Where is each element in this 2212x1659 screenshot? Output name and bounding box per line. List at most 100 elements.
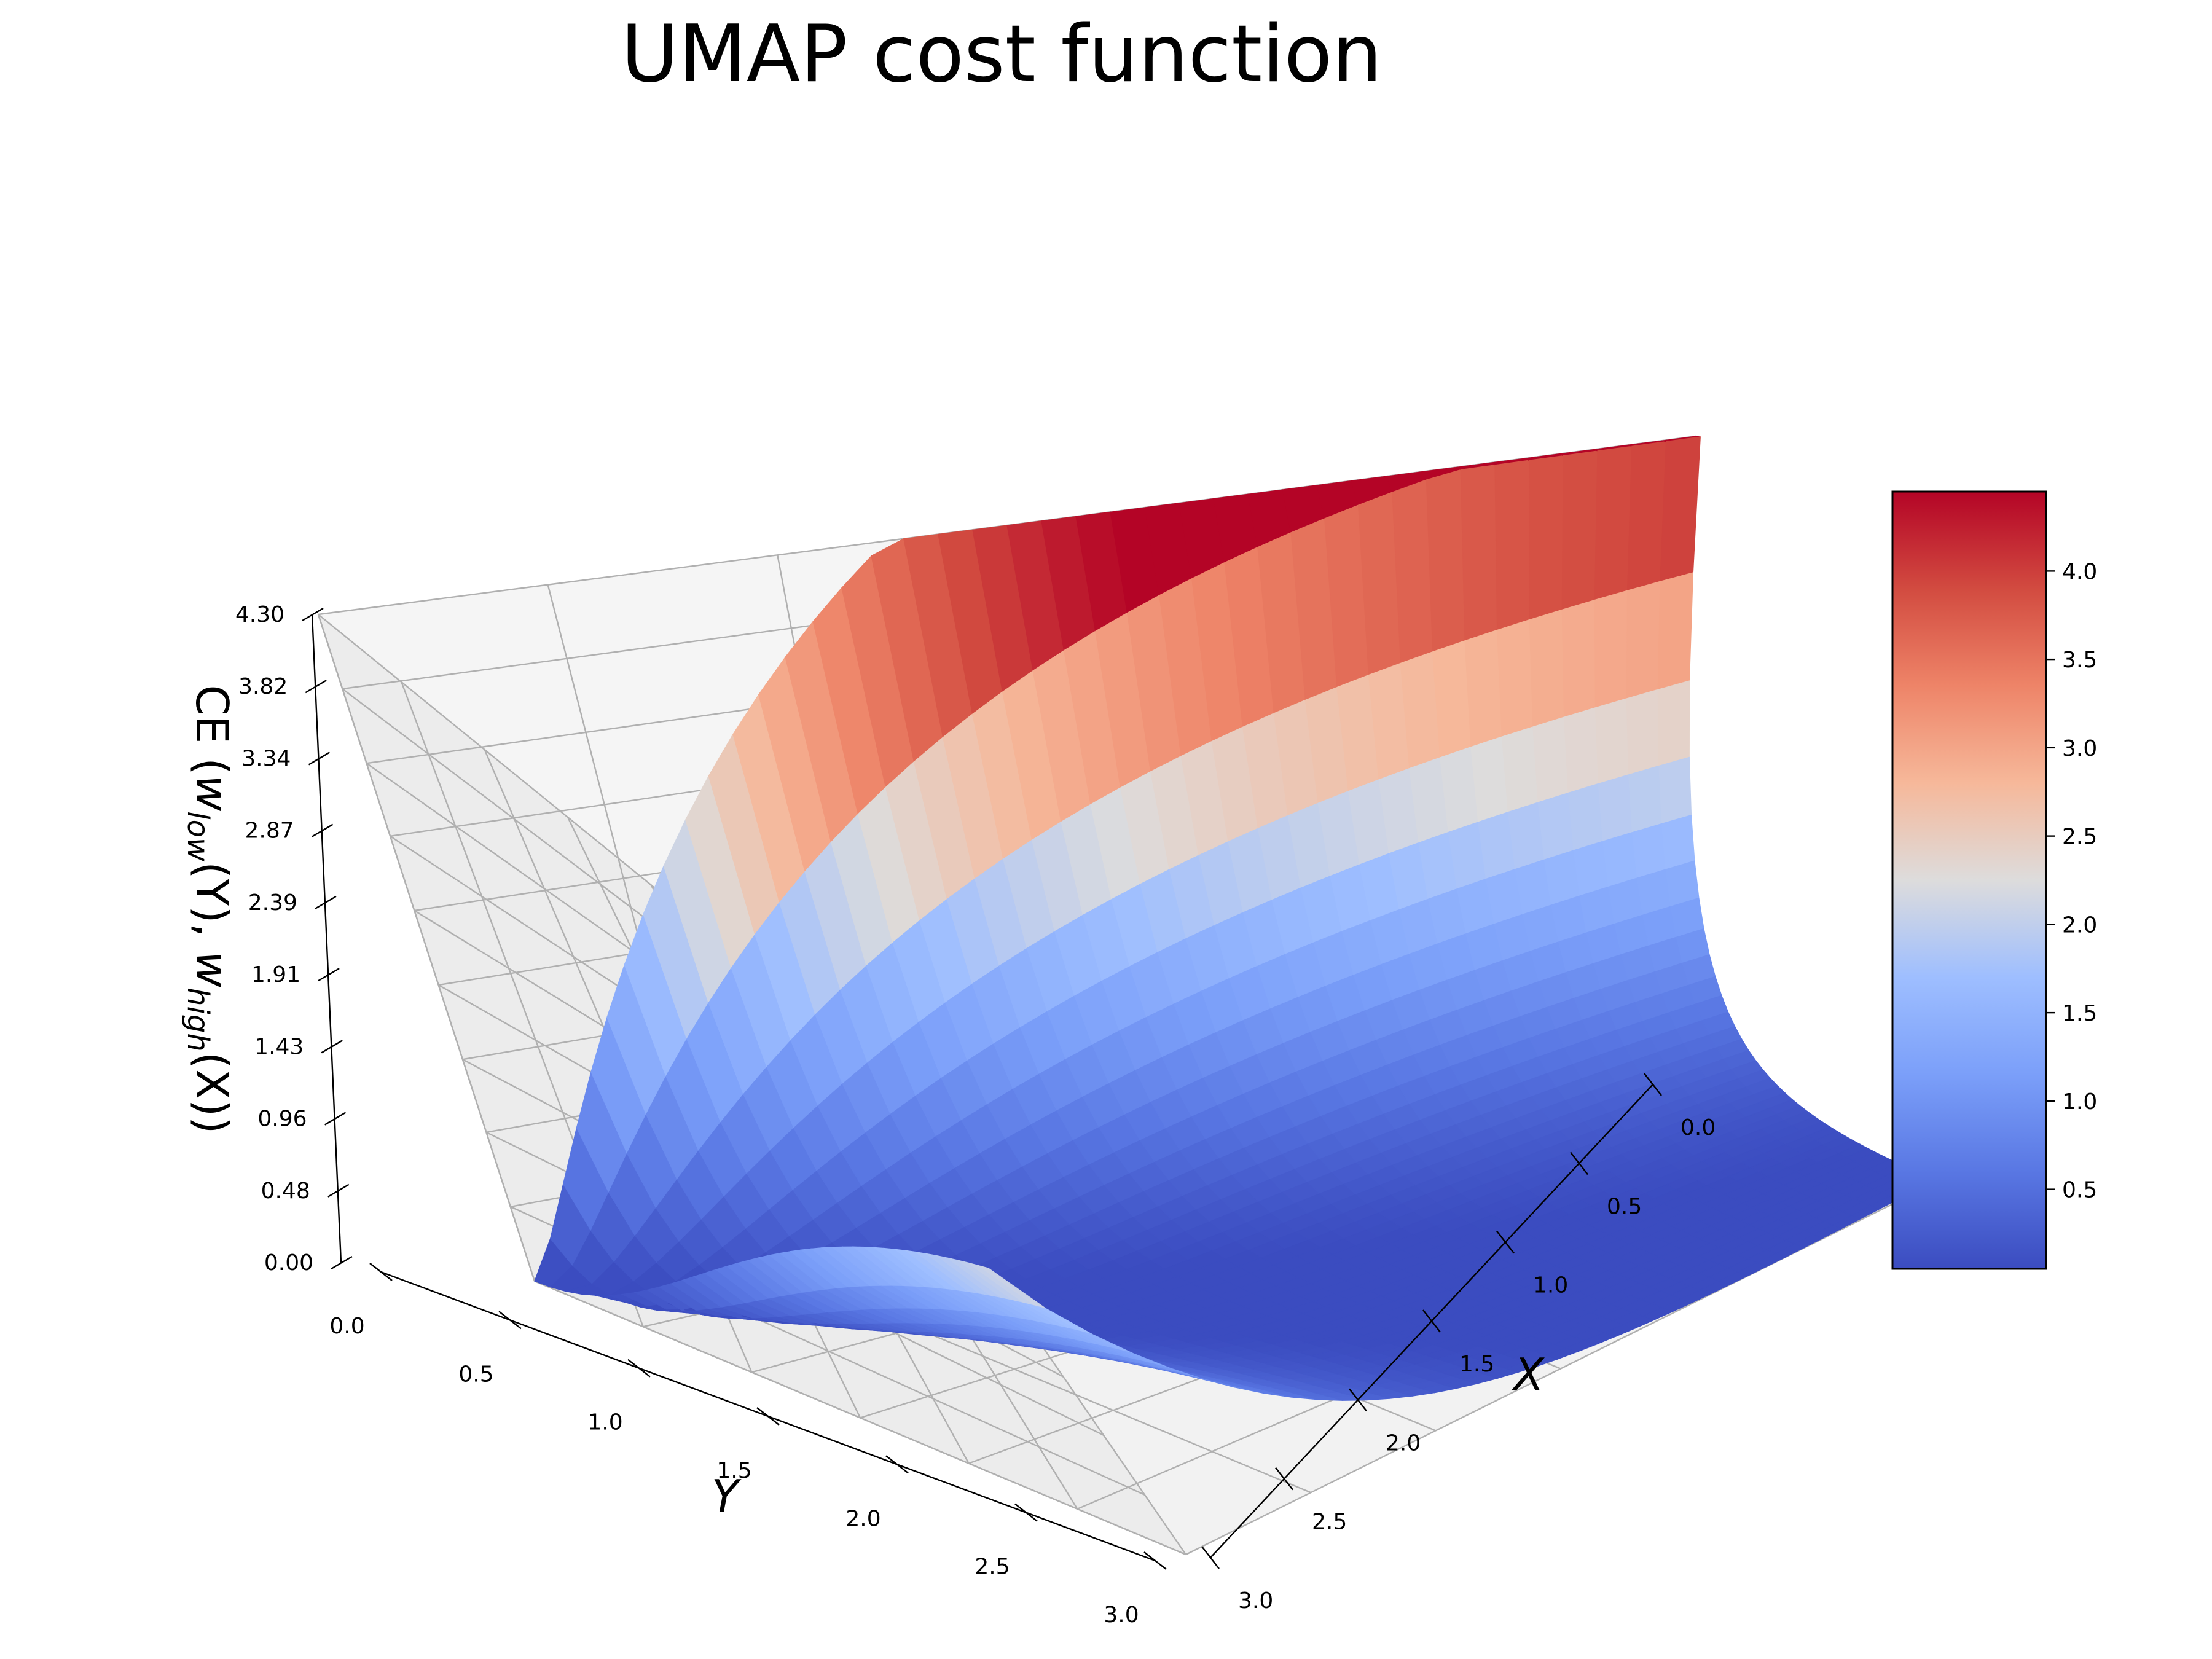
x-tick-label: 0.5 — [1607, 1194, 1642, 1219]
colorbar-tick-label: 1.0 — [2062, 1089, 2097, 1115]
colorbar-tick-label: 3.5 — [2062, 648, 2097, 673]
surface-facet — [1594, 590, 1628, 708]
surface-facet — [1464, 629, 1503, 748]
surface-facet — [1658, 756, 1692, 825]
surface-facet — [1494, 460, 1530, 631]
y-axis-tick — [1014, 1503, 1038, 1522]
surface-facet — [1626, 441, 1667, 591]
z-axis-line — [311, 614, 342, 1263]
z-axis-tick — [308, 751, 331, 766]
surface-facet — [1529, 609, 1565, 728]
surface-facet — [1602, 831, 1637, 888]
z-axis-tick — [312, 823, 334, 837]
surface-facet — [1660, 436, 1701, 582]
z-axis-tick — [305, 680, 327, 694]
y-axis-tick — [1143, 1551, 1167, 1570]
z-axis-label: CE (wlow(Y), whigh(X)) — [181, 685, 238, 1134]
surface-facet — [1594, 698, 1630, 785]
y-tick-label: 2.0 — [845, 1506, 880, 1531]
surface-facet — [1567, 783, 1604, 851]
z-label-w2: w — [186, 951, 238, 987]
surface-facet — [1626, 689, 1660, 775]
surface-facet — [1501, 726, 1539, 813]
x-axis-tick — [1496, 1230, 1515, 1254]
z-label-prefix: CE ( — [186, 685, 238, 775]
z-tick-label: 3.82 — [238, 674, 288, 699]
colorbar-tick-label: 2.5 — [2062, 825, 2097, 850]
z-axis-tick — [324, 1112, 347, 1126]
colorbar-tick-label: 2.0 — [2062, 912, 2097, 938]
y-axis-tick — [885, 1455, 909, 1474]
z-label-arg1: (Y), — [186, 861, 238, 951]
z-label-arg2: (X)) — [186, 1052, 238, 1134]
y-tick-label: 1.5 — [716, 1458, 751, 1483]
x-axis-tick — [1275, 1467, 1293, 1491]
surface-facet — [1573, 841, 1609, 896]
y-tick-label: 1.0 — [587, 1410, 622, 1435]
z-tick-label: 1.43 — [254, 1034, 304, 1059]
x-axis-tick — [1201, 1546, 1220, 1569]
z-label-sub1: low — [181, 811, 215, 862]
z-axis-tick — [331, 1255, 353, 1270]
chart-title: UMAP cost function — [621, 9, 1382, 100]
x-tick-label: 0.0 — [1681, 1115, 1716, 1140]
z-axis-tick — [321, 1040, 343, 1054]
y-axis-tick — [498, 1311, 522, 1330]
surface-facet — [1628, 765, 1663, 833]
y-axis-tick — [756, 1407, 780, 1426]
colorbar-tick-label: 4.0 — [2062, 559, 2097, 584]
z-tick-label: 3.34 — [241, 746, 291, 771]
x-axis-tick — [1570, 1151, 1588, 1175]
z-axis-tick — [315, 895, 337, 909]
surface — [534, 436, 1936, 1401]
y-tick-label: 0.5 — [458, 1362, 493, 1387]
y-tick-label: 2.5 — [975, 1555, 1010, 1580]
colorbar-tick-label: 0.5 — [2062, 1178, 2097, 1203]
x-tick-label: 2.0 — [1386, 1430, 1421, 1456]
colorbar-tick-label: 1.5 — [2062, 1001, 2097, 1026]
colorbar: 0.5 1.0 1.5 2.0 2.5 3.0 3.5 4.0 — [1891, 490, 2097, 1270]
surface-facet — [1657, 680, 1690, 767]
z-axis-tick — [327, 1183, 350, 1198]
side-grid-line — [317, 614, 536, 1282]
surface-facet — [1594, 445, 1633, 601]
x-tick-label: 3.0 — [1238, 1588, 1273, 1614]
y-tick-label: 3.0 — [1104, 1602, 1139, 1628]
y-axis-tick — [627, 1359, 651, 1378]
surface-facet — [1537, 792, 1574, 860]
z-tick-label: 2.87 — [245, 818, 294, 844]
z-axis-tick — [318, 968, 340, 982]
surface-facet — [1563, 707, 1599, 794]
surface-facet — [1598, 774, 1633, 842]
z-tick-label: 0.96 — [257, 1107, 307, 1132]
surface-facet — [1460, 465, 1498, 641]
colorbar-tick-label: 3.0 — [2062, 736, 2097, 761]
z-tick-label: 2.39 — [248, 890, 297, 916]
surface-facet — [1657, 572, 1694, 691]
colorbar-gradient — [1891, 490, 2047, 1270]
x-axis-tick — [1422, 1309, 1441, 1333]
surface-facet — [1631, 823, 1666, 879]
z-tick-label: 4.30 — [235, 602, 284, 627]
surface-facet — [1496, 619, 1534, 737]
x-tick-label: 1.5 — [1459, 1352, 1494, 1377]
surface-facet — [1561, 599, 1596, 718]
axes-ticks: 0.0 0.5 1.0 1.5 2.0 2.5 3.0 0.0 0.5 1.0 1.5 2.0 2.5 3… — [235, 602, 1716, 1628]
x-tick-label: 2.5 — [1312, 1510, 1347, 1535]
x-tick-label: 1.0 — [1533, 1273, 1568, 1298]
surface-facet — [1528, 455, 1564, 621]
z-tick-label: 0.00 — [264, 1250, 313, 1276]
z-axis-tick — [302, 607, 324, 622]
surface-facet — [1426, 469, 1465, 653]
x-axis-tick — [1644, 1073, 1662, 1096]
surface-facet — [1661, 814, 1695, 870]
z-tick-label: 0.48 — [261, 1179, 310, 1204]
surface-facet — [1532, 716, 1569, 803]
z-tick-label: 1.91 — [251, 962, 300, 987]
surface-facet — [1626, 581, 1661, 699]
z-label-sub2: high — [181, 987, 215, 1052]
z-label-w1: w — [186, 775, 238, 811]
x-axis-tick — [1349, 1388, 1367, 1412]
